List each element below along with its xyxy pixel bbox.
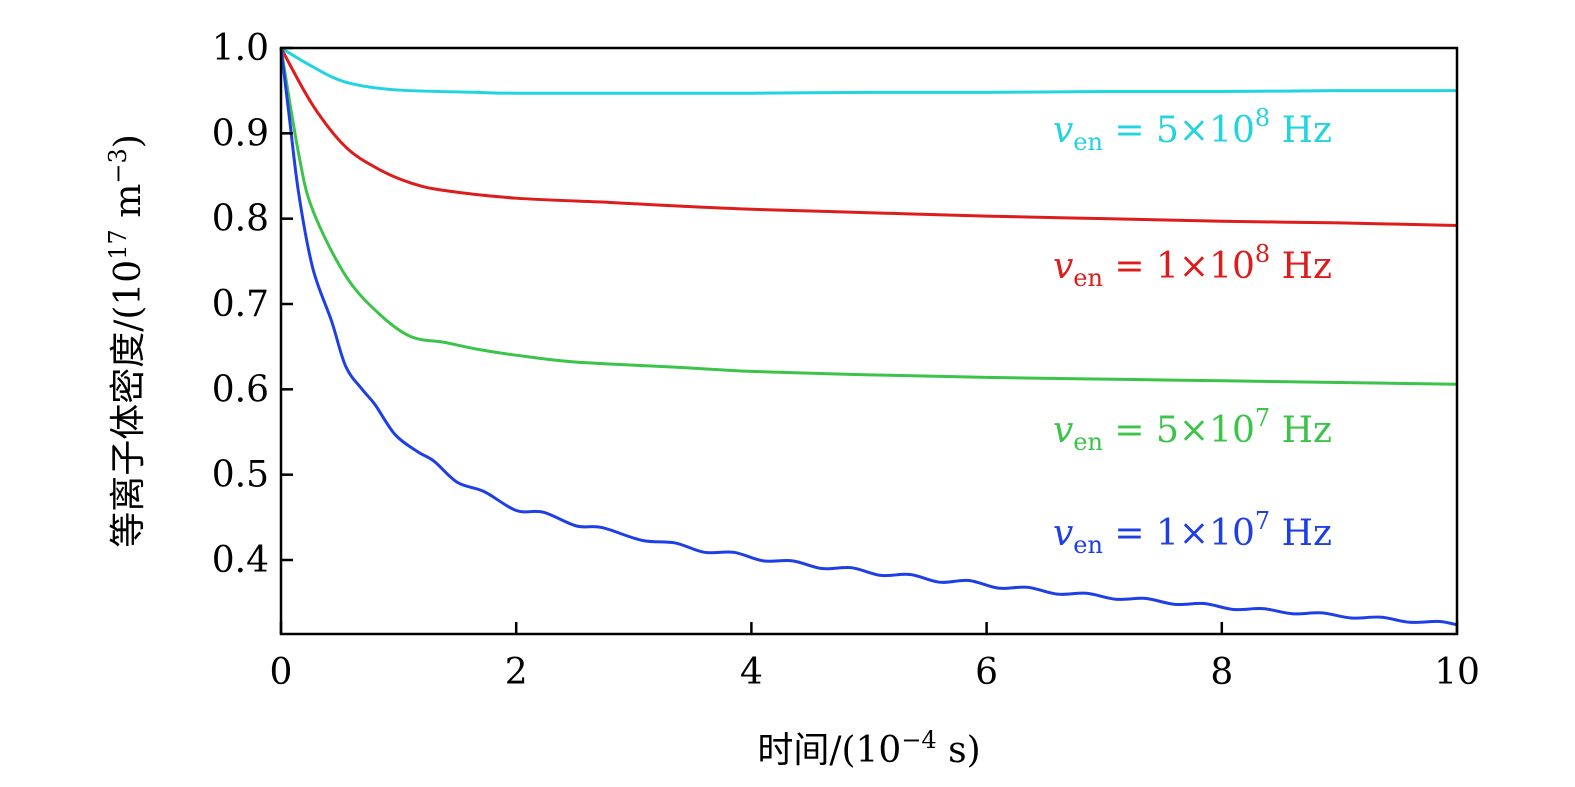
y-tick-label: 0.4 — [212, 540, 269, 581]
y-tick-label: 0.8 — [212, 199, 269, 240]
x-tick-label: 0 — [270, 652, 293, 693]
series-line-2 — [279, 47, 1458, 386]
x-tick-label: 4 — [740, 652, 763, 693]
series-label-3: ven = 1×107 Hz — [1053, 507, 1332, 559]
plot-frame — [279, 46, 1459, 636]
x-tick-label: 2 — [505, 652, 528, 693]
series-label-0: ven = 5×108 Hz — [1053, 104, 1332, 156]
series-line-0 — [280, 46, 1458, 95]
ticks-layer: 0 2 4 6 8 10 1.0 0.9 0.8 0.7 0.6 0.5 0.4 — [212, 28, 1480, 693]
y-tick-label: 0.5 — [212, 455, 269, 496]
y-axis-label: 等离子体密度/(1017 m−3) — [104, 134, 149, 548]
x-axis-label: 时间/(10−4 s) — [757, 726, 980, 771]
series-line-1 — [279, 47, 1458, 227]
series-labels: ven = 5×108 Hz ven = 1×108 Hz ven = 5×107 … — [1053, 104, 1332, 559]
y-tick-label: 1.0 — [212, 28, 269, 69]
x-tick-label: 6 — [975, 652, 998, 693]
y-tick-label: 0.7 — [212, 284, 269, 325]
series-label-2: ven = 5×107 Hz — [1053, 404, 1332, 456]
series-layer — [279, 46, 1458, 627]
series-line-3 — [279, 47, 1458, 627]
y-tick-label: 0.6 — [212, 369, 269, 410]
y-tick-label: 0.9 — [212, 113, 269, 154]
x-tick-label: 10 — [1434, 652, 1480, 693]
series-label-1: ven = 1×108 Hz — [1053, 240, 1332, 292]
x-tick-label: 8 — [1210, 652, 1233, 693]
